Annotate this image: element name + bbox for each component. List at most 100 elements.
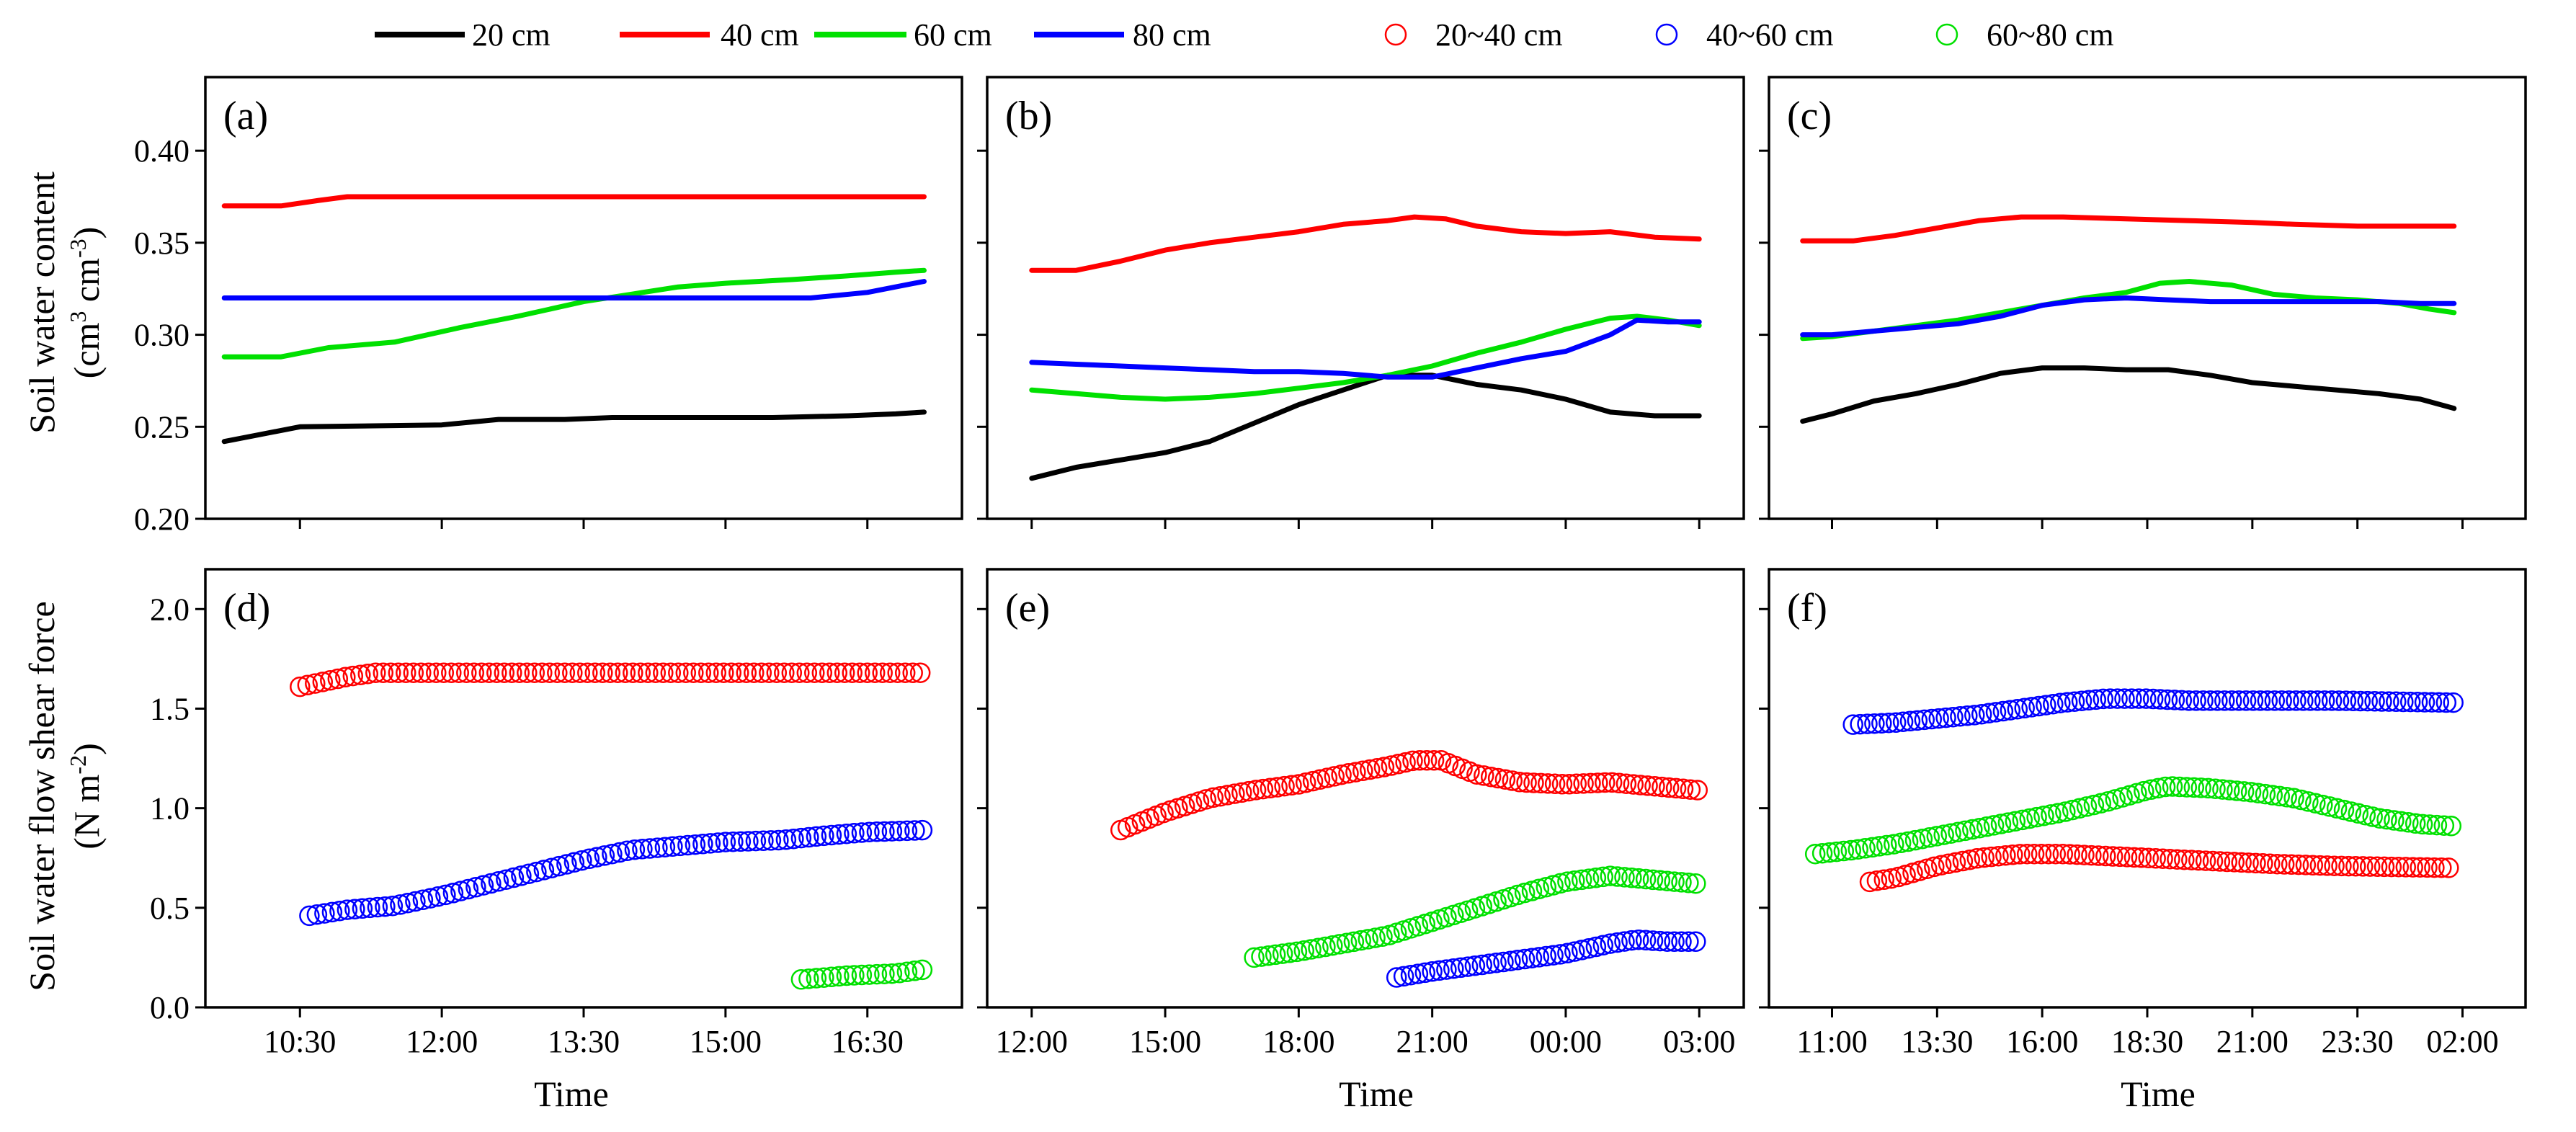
- legend-label-60-80cm: 60~80 cm: [1987, 17, 2114, 53]
- data-point: [547, 662, 568, 683]
- data-point: [798, 826, 819, 848]
- data-point: [1600, 865, 1621, 886]
- data-point: [1680, 779, 1701, 800]
- data-point: [851, 822, 873, 843]
- data-point: [2399, 691, 2421, 713]
- data-point: [2052, 843, 2074, 865]
- data-point: [2149, 689, 2171, 710]
- data-point: [1381, 755, 1402, 776]
- data-point: [1386, 967, 1407, 988]
- data-point: [1557, 871, 1578, 892]
- x-tick-label: 13:30: [548, 1024, 620, 1059]
- data-point: [2216, 851, 2238, 873]
- data-point: [2359, 856, 2381, 877]
- data-point: [602, 843, 623, 865]
- data-point: [1884, 834, 1904, 855]
- data-point: [1514, 948, 1536, 970]
- data-point: [418, 662, 440, 683]
- data-point: [887, 662, 908, 683]
- data-point: [700, 833, 721, 854]
- data-point: [774, 662, 795, 683]
- data-point: [1876, 834, 1897, 856]
- data-point: [456, 662, 477, 683]
- data-point: [290, 676, 311, 698]
- data-point: [2136, 688, 2157, 709]
- data-point: [1331, 764, 1352, 785]
- data-point: [2386, 691, 2407, 713]
- data-point: [1281, 775, 1302, 796]
- data-point: [1857, 713, 1878, 734]
- data-point: [2233, 781, 2255, 802]
- data-point: [866, 821, 888, 842]
- data-point: [2141, 779, 2162, 801]
- data-point: [600, 662, 621, 683]
- data-point: [1523, 772, 1544, 793]
- data-point: [1295, 772, 1316, 793]
- plot-frame: [986, 568, 1745, 1009]
- data-point: [297, 674, 318, 696]
- data-point: [1308, 937, 1329, 959]
- data-point: [2221, 690, 2242, 711]
- data-point: [1848, 839, 1868, 860]
- data-point: [463, 662, 485, 683]
- data-point: [2028, 695, 2049, 717]
- data-point: [2021, 697, 2042, 718]
- data-point: [1564, 870, 1585, 891]
- data-point: [1480, 766, 1502, 788]
- data-point: [584, 662, 606, 683]
- data-point: [1557, 942, 1578, 964]
- x-tick-label: 16:30: [832, 1024, 904, 1059]
- data-point: [894, 662, 916, 683]
- data-point: [2395, 857, 2417, 878]
- data-point: [1338, 763, 1359, 784]
- panel-a: 0.20 0.25 0.30 0.35 0.40 (a): [134, 76, 963, 537]
- data-point: [2262, 785, 2283, 806]
- data-point: [2321, 690, 2343, 711]
- y-tick-label: 0.5: [150, 891, 190, 926]
- data-point: [1850, 713, 1871, 735]
- data-point: [541, 857, 562, 879]
- data-point: [647, 837, 668, 858]
- data-point: [1950, 705, 1971, 727]
- data-point: [342, 665, 364, 687]
- data-point: [1997, 812, 2019, 833]
- data-point: [2067, 844, 2087, 865]
- data-point: [2298, 791, 2319, 812]
- data-point: [904, 820, 925, 841]
- data-point: [1245, 780, 1267, 801]
- data-point: [382, 896, 404, 917]
- data-point: [335, 667, 356, 688]
- data-point: [1487, 767, 1509, 789]
- data-point: [1416, 750, 1438, 771]
- data-point: [2391, 811, 2412, 832]
- data-point: [1904, 829, 1926, 851]
- data-point: [660, 662, 682, 683]
- data-point: [2023, 843, 2045, 865]
- data-point: [798, 968, 819, 989]
- data-point: [2219, 780, 2240, 801]
- data-point: [1509, 772, 1530, 793]
- data-point: [539, 662, 561, 683]
- data-point: [1859, 871, 1881, 893]
- data-point: [2102, 846, 2123, 867]
- data-point: [367, 896, 388, 918]
- data-point: [2276, 787, 2297, 808]
- data-point: [2417, 857, 2438, 878]
- data-point: [1373, 757, 1395, 777]
- data-point: [2288, 854, 2309, 875]
- data-point: [1309, 769, 1331, 790]
- data-point: [2271, 690, 2292, 711]
- data-point: [2314, 690, 2335, 711]
- data-point: [806, 826, 827, 847]
- data-point: [2181, 850, 2202, 870]
- data-point: [1210, 785, 1231, 807]
- y-tick-label: 0.20: [134, 502, 190, 537]
- data-point: [2171, 690, 2193, 711]
- data-point: [577, 662, 598, 683]
- data-point: [321, 901, 343, 923]
- data-point: [1372, 926, 1393, 948]
- data-point: [2081, 844, 2102, 866]
- data-point: [879, 662, 901, 683]
- data-point: [2355, 804, 2376, 826]
- data-point: [1274, 775, 1295, 797]
